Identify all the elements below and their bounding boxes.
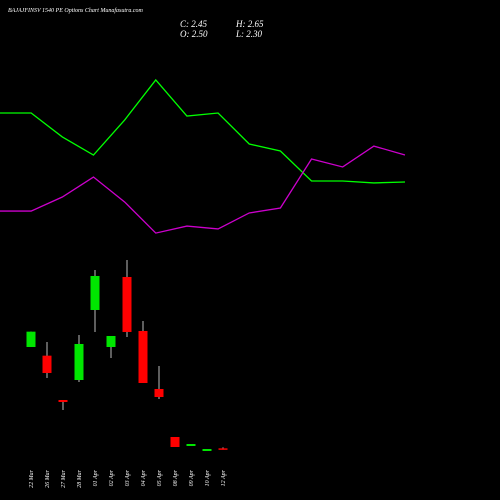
- chart-title: BAJAJFINSV 1540 PE Options Chart Munafas…: [8, 7, 144, 14]
- candle-body: [218, 448, 228, 450]
- x-tick-label: 02 Apr: [109, 469, 115, 486]
- x-tick-label: 10 Apr: [205, 469, 211, 486]
- candle-body: [154, 388, 164, 397]
- candle-body: [26, 331, 36, 347]
- x-tick-label: 04 Apr: [140, 469, 147, 486]
- candle-body: [74, 343, 84, 380]
- x-tick-label: 01 Apr: [93, 469, 99, 486]
- candle-body: [138, 330, 148, 383]
- ohlc-low: L: 2.30: [235, 29, 263, 39]
- x-tick-label: 03 Apr: [125, 469, 131, 486]
- candle-body: [90, 275, 100, 310]
- x-tick-label: 28 Mar: [77, 469, 83, 487]
- x-tick-label: 12 Apr: [221, 469, 227, 486]
- x-tick-label: 27 Mar: [61, 469, 67, 487]
- x-tick-label: 26 Mar: [45, 469, 51, 487]
- candle-body: [170, 436, 180, 447]
- ohlc-open: O: 2.50: [180, 29, 208, 39]
- x-tick-label: 05 Apr: [157, 469, 163, 486]
- x-tick-label: 08 Apr: [173, 469, 179, 486]
- x-tick-label: 22 Mar: [29, 469, 35, 487]
- candle-body: [202, 448, 212, 451]
- candle-body: [122, 276, 132, 332]
- ohlc-close: C: 2.45: [180, 19, 208, 29]
- candle-body: [186, 443, 196, 446]
- candle-body: [58, 399, 68, 402]
- line-series: [0, 145, 406, 234]
- ohlc-high: H: 2.65: [235, 19, 264, 29]
- x-tick-label: 09 Apr: [189, 469, 195, 486]
- line-series: [0, 78, 406, 184]
- candle-body: [106, 335, 116, 347]
- candle-body: [42, 355, 52, 373]
